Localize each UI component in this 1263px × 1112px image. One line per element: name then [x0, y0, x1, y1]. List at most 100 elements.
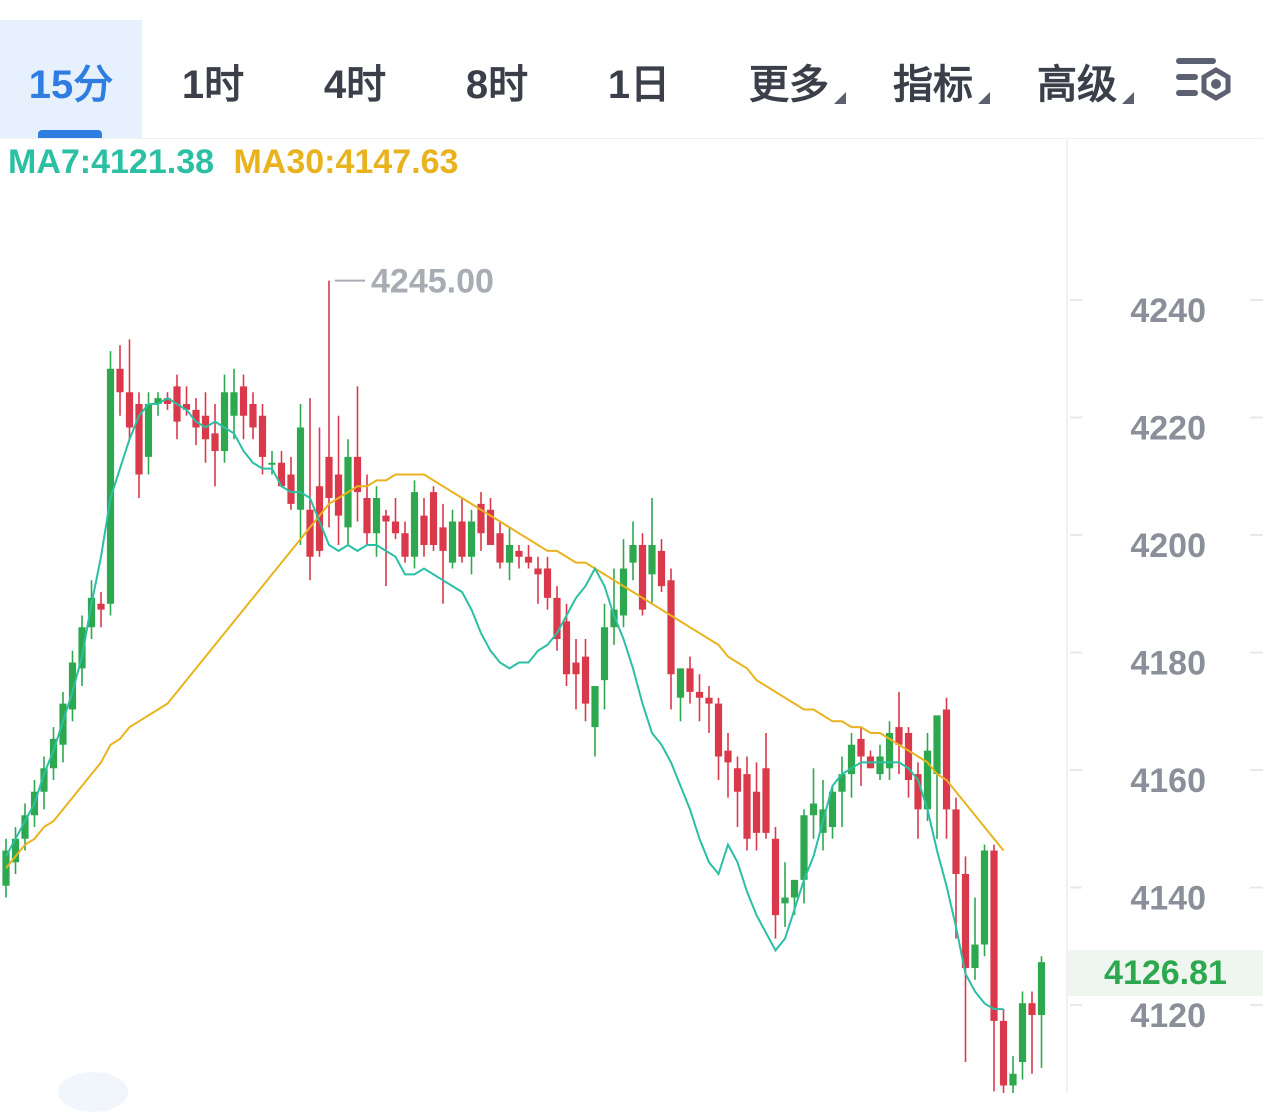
candle-up [980, 850, 989, 945]
candle-up [591, 686, 599, 728]
candle-down [97, 603, 105, 610]
candle-down [192, 409, 200, 428]
candle-up [68, 662, 77, 710]
candle-down [914, 774, 922, 810]
candle-up [847, 744, 856, 775]
candle-down [961, 874, 970, 968]
candle-down [553, 597, 561, 639]
candle-down [562, 621, 571, 675]
candle-up [467, 521, 476, 557]
candle-down [733, 768, 742, 792]
candle-up [800, 815, 808, 880]
candle-up [268, 462, 276, 465]
candle-up [410, 492, 419, 557]
candle-down [1028, 1003, 1036, 1015]
y-tick-label: 4120 [1130, 997, 1206, 1035]
tab-4h[interactable]: 4时 [284, 20, 426, 138]
candle-down [904, 733, 913, 780]
candle-down [287, 474, 295, 504]
candle-down [306, 509, 314, 557]
candle-down [163, 398, 172, 404]
chart-settings-icon[interactable] [1172, 54, 1236, 110]
last-price-tag: 4126.81 [1068, 950, 1263, 996]
tab-label: 指标 [893, 63, 973, 107]
y-tick-label: 4240 [1130, 292, 1206, 330]
candle-down [724, 750, 732, 763]
candle-down [999, 1020, 1008, 1086]
candle-down [572, 662, 580, 675]
candle-up [885, 733, 894, 769]
candle-up [629, 545, 637, 563]
candle-down [363, 498, 371, 534]
candlestick-chart[interactable]: 4120 4140 4160 4180 4200 4220 4240 4245.00 [0, 140, 1263, 1093]
candle-up [619, 568, 628, 616]
candle-down [477, 503, 485, 534]
tab-label: 1时 [181, 63, 245, 107]
candle-down [334, 474, 343, 516]
candle-up [505, 545, 514, 563]
tab-label: 高级 [1037, 63, 1117, 107]
candle-down [942, 709, 951, 810]
dropdown-caret-icon [1122, 92, 1134, 104]
candle-down [353, 456, 362, 493]
dropdown-caret-icon [978, 92, 990, 104]
interval-tab-bar: 15分 1时 4时 8时 1日 更多 指标 高级 [0, 0, 1263, 139]
tab-label: 8时 [465, 63, 529, 107]
candle-down [211, 433, 219, 451]
candle-down [895, 727, 903, 745]
candle-down [277, 462, 286, 487]
tab-label: 更多 [749, 63, 829, 107]
y-tick-label: 4140 [1130, 880, 1206, 918]
candle-down [420, 515, 428, 545]
candle-down [667, 580, 675, 675]
candle-down [714, 703, 723, 757]
candle-down [135, 404, 143, 475]
candle-up [87, 597, 96, 628]
tab-8h[interactable]: 8时 [426, 20, 568, 138]
tab-advanced-dropdown[interactable]: 高级 [1006, 20, 1148, 138]
candle-up [372, 498, 381, 534]
candle-down [239, 386, 248, 416]
candle-down [125, 392, 134, 428]
candle-down [182, 404, 191, 410]
candle-down [429, 492, 438, 545]
candle-down [391, 521, 400, 534]
candle-up [781, 897, 789, 904]
tab-label: 15分 [28, 63, 114, 107]
candle-down [771, 838, 780, 916]
tab-1h[interactable]: 1时 [142, 20, 284, 138]
candle-down [952, 809, 960, 874]
tab-1d[interactable]: 1日 [568, 20, 710, 138]
tab-more-dropdown[interactable]: 更多 [718, 20, 860, 138]
candle-up [154, 398, 162, 404]
ma7-line [5, 396, 1004, 1011]
tab-15min[interactable]: 15分 [0, 20, 142, 138]
candle-down [515, 550, 523, 557]
candle-up [648, 545, 656, 575]
candle-up [1037, 962, 1046, 1015]
candle-up [78, 627, 86, 669]
candle-down [315, 486, 324, 551]
candle-down [458, 521, 466, 557]
candle-up [933, 715, 941, 775]
candle-up [790, 879, 799, 898]
candle-up [40, 768, 48, 792]
tab-indicators-dropdown[interactable]: 指标 [862, 20, 1004, 138]
candle-down [543, 568, 552, 598]
candle-down [325, 456, 333, 498]
y-tick-label: 4160 [1130, 762, 1206, 800]
dropdown-caret-icon [834, 92, 846, 104]
candle-up [296, 427, 305, 510]
candle-down [486, 509, 495, 545]
y-tick-label: 4180 [1130, 645, 1206, 683]
candle-up [106, 368, 115, 604]
floating-button-edge[interactable] [58, 1072, 128, 1112]
tab-label: 1日 [607, 63, 671, 107]
ma30-legend-value: MA30:4147.63 [233, 143, 459, 181]
candle-down [581, 656, 590, 704]
candle-up [923, 750, 932, 810]
candle-down [657, 550, 666, 587]
ma30-line [5, 473, 1005, 869]
candle-down [695, 691, 704, 698]
candle-down [524, 556, 533, 563]
